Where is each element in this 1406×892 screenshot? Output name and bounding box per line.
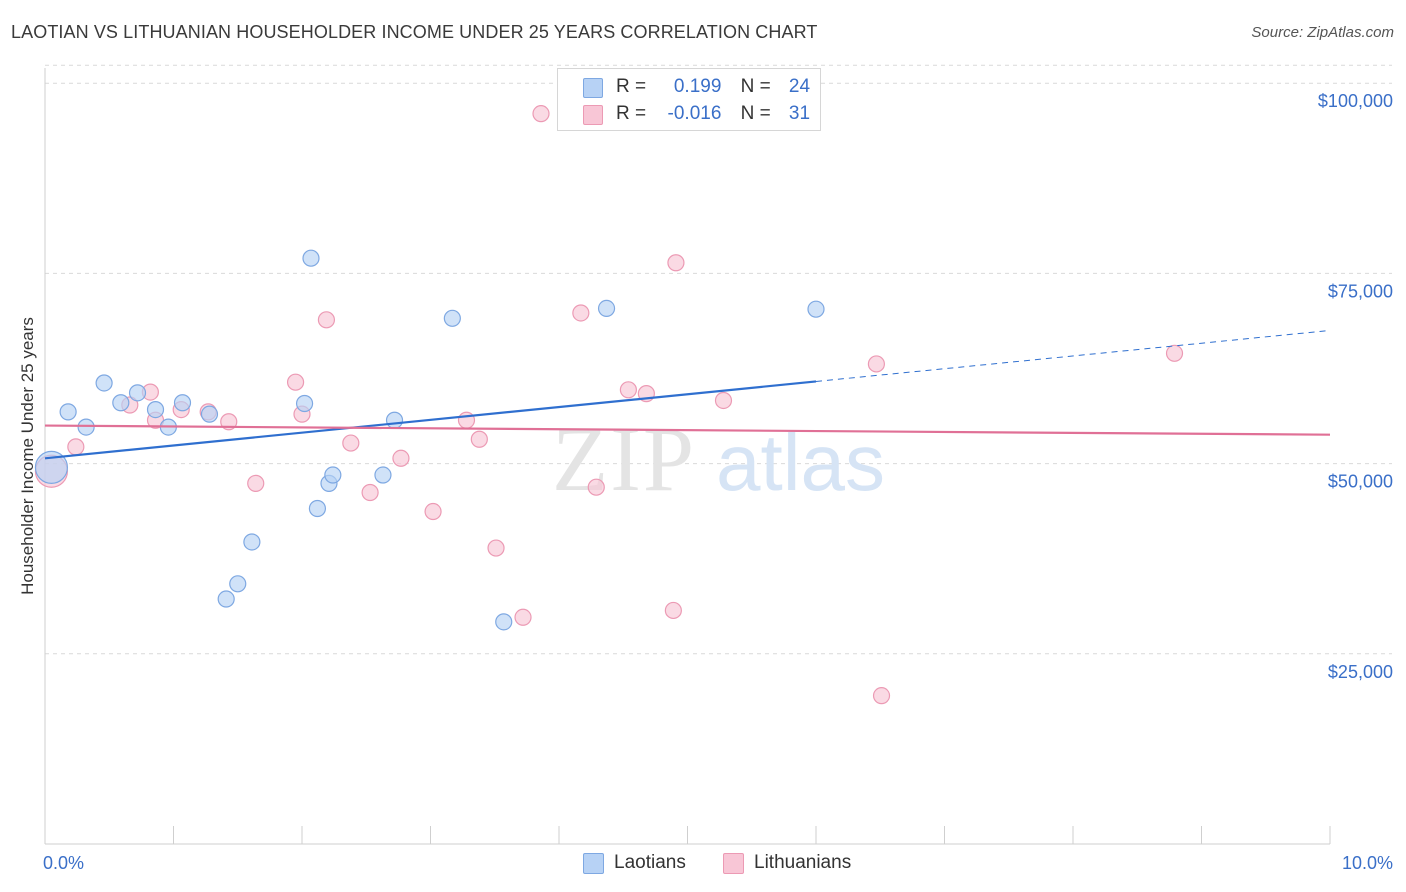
- source-credit: Source: ZipAtlas.com: [1251, 24, 1394, 41]
- lithuanians-trend-line: [44, 424, 1331, 436]
- lithuanians-point-25[interactable]: [664, 601, 682, 620]
- lithuanians-point-8[interactable]: [247, 474, 265, 492]
- lithuanians-point-17[interactable]: [470, 430, 488, 448]
- y-tick-label-0: $25,000: [1328, 662, 1393, 682]
- lithuanians-point-12[interactable]: [342, 434, 360, 452]
- y-tick-label-2: $75,000: [1328, 281, 1393, 301]
- laotians-point-21[interactable]: [495, 613, 513, 631]
- laotians-point-0[interactable]: [34, 450, 69, 485]
- chart-title: LAOTIAN VS LITHUANIAN HOUSEHOLDER INCOME…: [11, 22, 818, 42]
- laotians-point-11[interactable]: [229, 575, 247, 593]
- lithuanians-point-13[interactable]: [361, 483, 379, 502]
- watermark: ZIP atlas: [552, 408, 885, 510]
- laotians-point-12[interactable]: [243, 533, 261, 551]
- lithuanians-point-22[interactable]: [587, 478, 605, 496]
- lithuanians-point-14[interactable]: [392, 449, 410, 467]
- laotians-point-19[interactable]: [385, 411, 404, 429]
- laotians-legend-label: Laotians: [614, 852, 686, 873]
- x-tick-max: 10.0%: [1341, 853, 1393, 873]
- laotians-swatch: [583, 78, 603, 98]
- laotians-point-22[interactable]: [597, 299, 616, 318]
- laotians-point-15[interactable]: [302, 249, 320, 267]
- lithuanians-point-19[interactable]: [514, 608, 532, 626]
- laotians-point-2[interactable]: [77, 418, 95, 436]
- laotians-point-17[interactable]: [324, 466, 342, 484]
- laotians-point-14[interactable]: [308, 499, 327, 518]
- watermark-zip: ZIP: [552, 408, 696, 510]
- lithuanians-point-1[interactable]: [67, 438, 85, 456]
- legend-n-label: N =: [740, 103, 771, 124]
- y-tick-label-1: $50,000: [1328, 472, 1393, 492]
- legend-n-value: 31: [788, 103, 811, 124]
- legend-r-label: R =: [616, 76, 647, 97]
- legend-n-label: N =: [740, 76, 771, 97]
- lithuanians-point-11[interactable]: [317, 311, 336, 329]
- laotians-point-8[interactable]: [173, 394, 192, 412]
- laotians-legend-swatch: [583, 853, 604, 874]
- correlation-legend: R = 0.199 N = 24 R = -0.016 N = 31: [557, 68, 821, 131]
- x-tick-min: 0.0%: [43, 853, 85, 873]
- laotians-points: [34, 249, 825, 631]
- laotians-point-18[interactable]: [374, 466, 392, 484]
- lithuanians-point-9[interactable]: [286, 373, 305, 391]
- watermark-atlas: atlas: [716, 418, 885, 507]
- trend-lines: [44, 329, 1331, 460]
- lithuanians-point-27[interactable]: [714, 391, 733, 410]
- lithuanians-swatch: [583, 105, 603, 125]
- laotians-point-6[interactable]: [146, 400, 165, 419]
- legend-r-label: R =: [616, 103, 647, 124]
- lithuanians-point-15[interactable]: [424, 502, 442, 521]
- y-tick-labels: $25,000 $50,000 $75,000 $100,000: [1318, 91, 1393, 682]
- lithuanians-point-18[interactable]: [487, 539, 505, 557]
- grid-lines: [45, 64, 1392, 655]
- source-link[interactable]: ZipAtlas.com: [1307, 24, 1394, 41]
- lithuanians-point-26[interactable]: [667, 254, 685, 272]
- lithuanians-point-29[interactable]: [872, 687, 891, 705]
- lithuanians-point-21[interactable]: [572, 304, 590, 322]
- legend-n-value: 24: [788, 76, 811, 97]
- lithuanians-legend-label: Lithuanians: [754, 852, 852, 873]
- y-tick-label-3: $100,000: [1318, 91, 1393, 111]
- laotians-trend-line: [44, 380, 817, 460]
- laotians-trend-extension: [815, 329, 1331, 382]
- laotians-point-1[interactable]: [59, 403, 77, 421]
- laotians-point-10[interactable]: [217, 590, 235, 608]
- laotians-point-4[interactable]: [112, 394, 130, 412]
- laotians-point-13[interactable]: [295, 394, 314, 413]
- laotians-point-20[interactable]: [443, 309, 461, 327]
- legend-r-value: -0.016: [667, 103, 722, 124]
- y-axis-label: Householder Income Under 25 years: [18, 317, 37, 595]
- laotians-point-5[interactable]: [128, 384, 147, 402]
- laotians-point-3[interactable]: [95, 374, 113, 392]
- lithuanians-point-23[interactable]: [619, 381, 637, 399]
- legend-r-value: 0.199: [673, 76, 722, 97]
- lithuanians-legend-swatch: [723, 853, 744, 874]
- lithuanians-point-28[interactable]: [867, 355, 885, 373]
- lithuanians-point-30[interactable]: [1165, 344, 1184, 362]
- source-prefix: Source:: [1251, 24, 1308, 41]
- laotians-point-9[interactable]: [200, 405, 219, 423]
- laotians-point-23[interactable]: [807, 300, 825, 318]
- lithuanians-point-20[interactable]: [532, 105, 550, 123]
- lithuanians-points: [34, 105, 1184, 705]
